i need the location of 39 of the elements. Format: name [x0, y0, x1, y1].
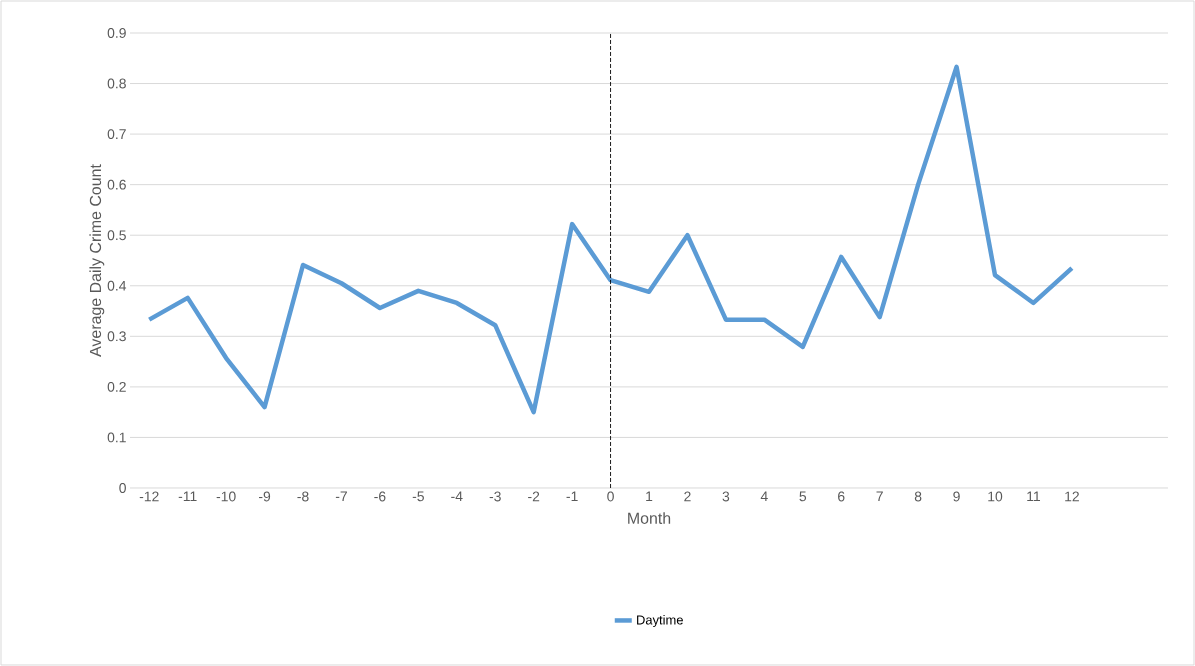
y-tick-label: 0.1	[107, 432, 126, 443]
x-tick-label: 6	[838, 491, 845, 502]
y-tick-label: 0.2	[107, 381, 126, 392]
x-tick-label: -5	[412, 491, 424, 502]
x-tick-label: -12	[139, 491, 159, 502]
x-tick-label: -2	[528, 491, 540, 502]
x-tick-label: -11	[178, 491, 197, 502]
y-tick-label: 0	[119, 483, 126, 493]
x-tick-label: 11	[1027, 491, 1040, 502]
y-axis-title: Average Daily Crime Count	[89, 164, 105, 357]
x-tick-label: 3	[722, 491, 730, 502]
x-tick-label: -10	[216, 491, 236, 502]
x-tick-label: 2	[684, 491, 691, 502]
x-tick-label: -3	[489, 491, 501, 502]
y-tick-label: 0.7	[107, 129, 126, 140]
x-tick-label: -7	[335, 491, 347, 502]
x-tick-label: -4	[451, 491, 463, 502]
x-tick-label: 4	[760, 491, 768, 502]
legend-label: Daytime	[637, 615, 683, 628]
y-tick-label: 0.4	[107, 280, 127, 291]
y-tick-label: 0.5	[107, 230, 126, 241]
x-tick-label: 12	[1065, 491, 1079, 502]
x-axis-title: Month	[628, 512, 671, 524]
x-tick-label: 5	[799, 491, 807, 502]
x-tick-label: -6	[374, 491, 386, 502]
x-tick-label: -8	[297, 491, 309, 502]
y-tick-label: 0.9	[107, 28, 126, 38]
y-tick-label: 0.6	[107, 179, 126, 190]
x-tick-label: 1	[646, 491, 653, 502]
line-series	[146, 64, 1075, 415]
y-tick-label: 0.8	[107, 78, 126, 89]
x-tick-label: -1	[566, 491, 578, 502]
x-tick-label: 7	[876, 491, 883, 502]
x-tick-label: 9	[953, 491, 960, 502]
x-tick-label: 8	[914, 491, 922, 502]
x-tick-label: 10	[988, 491, 1003, 502]
x-tick-label: -9	[258, 491, 271, 502]
y-tick-label: 0.3	[107, 331, 126, 342]
x-tick-label: 0	[607, 491, 614, 502]
